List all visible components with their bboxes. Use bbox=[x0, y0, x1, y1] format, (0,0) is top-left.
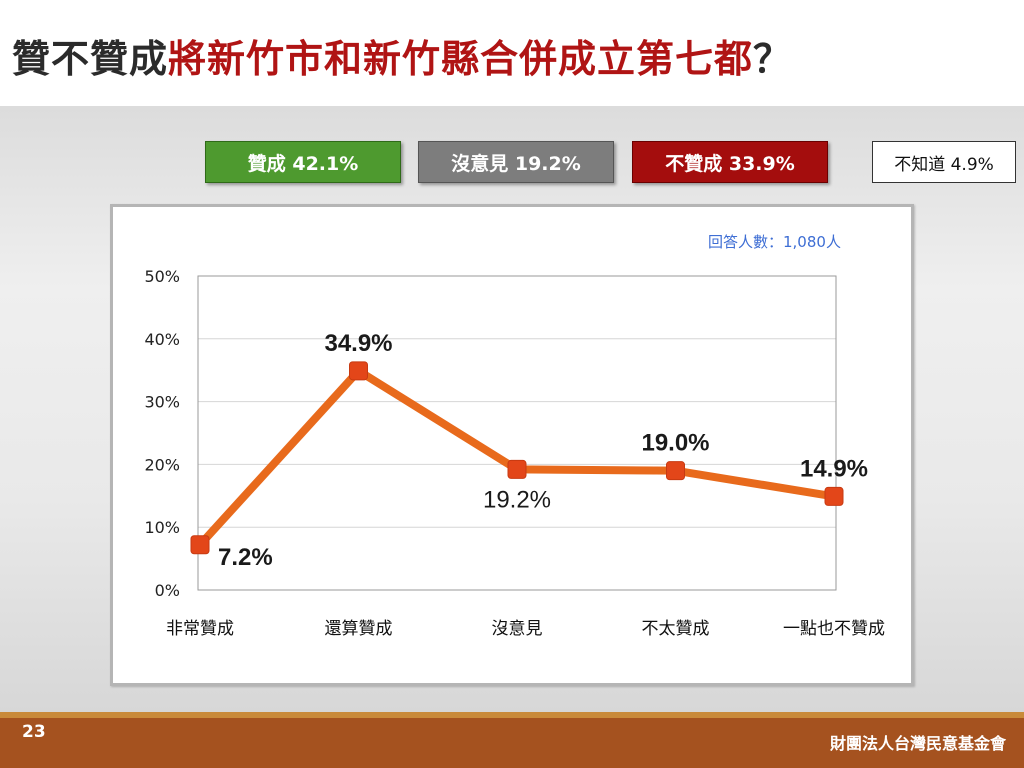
title-part-1: 贊不贊成 bbox=[12, 37, 169, 81]
axis-layer: 0% 10% 20% 30% 40% 50% 非常贊成 還算贊成 沒意見 不太贊成 一點也不贊成 bbox=[144, 267, 885, 639]
x-category-label: 不太贊成 bbox=[642, 619, 710, 639]
data-point bbox=[507, 459, 527, 479]
title-part-2: 將新竹市和新竹縣合併成立第七都 bbox=[168, 37, 754, 81]
summary-unknown-box: 不知道 4.9% bbox=[872, 141, 1016, 183]
y-tick-label: 20% bbox=[144, 455, 180, 474]
x-category-label: 還算贊成 bbox=[325, 619, 393, 639]
data-label: 19.0% bbox=[641, 430, 709, 457]
y-tick-label: 0% bbox=[155, 581, 180, 600]
respondent-count: 回答人數：1,080人 bbox=[708, 233, 841, 251]
y-tick-label: 30% bbox=[144, 393, 180, 412]
data-point bbox=[349, 361, 368, 381]
series-line bbox=[196, 366, 838, 549]
plot-frame bbox=[197, 275, 837, 591]
data-label: 14.9% bbox=[800, 455, 868, 482]
title-part-3: ？ bbox=[753, 37, 793, 81]
organization-name: 財團法人台灣民意基金會 bbox=[829, 734, 1006, 753]
x-category-label: 一點也不贊成 bbox=[783, 619, 885, 639]
data-label: 19.2% bbox=[483, 486, 551, 513]
y-tick-label: 40% bbox=[144, 330, 180, 349]
data-point bbox=[824, 486, 844, 506]
series-layer bbox=[190, 361, 844, 555]
summary-no-opinion-box: 沒意見 19.2% bbox=[418, 141, 614, 183]
data-label: 34.9% bbox=[324, 330, 392, 357]
data-point bbox=[666, 461, 685, 481]
y-tick-label: 10% bbox=[144, 518, 180, 537]
summary-agree-box: 贊成 42.1% bbox=[205, 141, 401, 183]
x-category-label: 沒意見 bbox=[492, 619, 543, 639]
data-point bbox=[190, 535, 210, 555]
footer-bar bbox=[0, 712, 1024, 768]
data-label: 7.2% bbox=[218, 544, 273, 571]
y-tick-label: 50% bbox=[144, 267, 180, 286]
label-layer: 7.2% 34.9% 19.2% 19.0% 14.9% bbox=[218, 330, 868, 571]
page-title: 贊不贊成將新竹市和新竹縣合併成立第七都？ bbox=[12, 28, 792, 83]
summary-disagree-box: 不贊成 33.9% bbox=[632, 141, 828, 183]
line-chart: 0% 10% 20% 30% 40% 50% 非常贊成 還算贊成 沒意見 不太贊成 一點也不贊成 7… bbox=[144, 267, 885, 639]
chart-panel bbox=[110, 204, 914, 686]
page-number: 23 bbox=[22, 722, 46, 742]
x-category-label: 非常贊成 bbox=[166, 619, 234, 639]
